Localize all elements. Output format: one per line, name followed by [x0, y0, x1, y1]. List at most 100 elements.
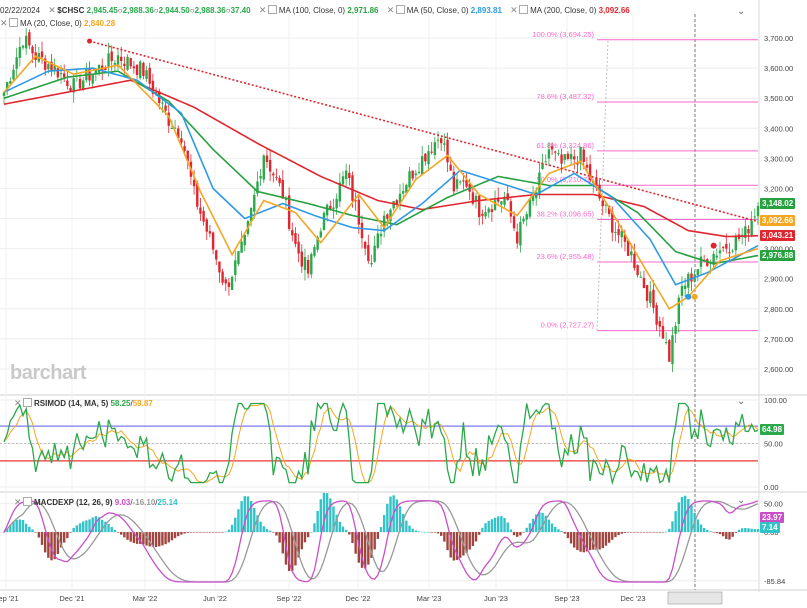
macd-hist-bar	[623, 532, 627, 533]
macd-hist-bar	[601, 532, 604, 549]
x-tick-label: Jun '23	[484, 594, 508, 603]
candle-body	[585, 164, 589, 168]
macd-hist-bar	[528, 523, 532, 533]
candle-body	[164, 105, 167, 111]
macd-hist-bar	[699, 524, 703, 533]
legend-ma20[interactable]: ✕ MA (20, Close, 0) 2,840.28	[0, 18, 116, 28]
macd-hist-bar	[199, 532, 202, 533]
settings-icon[interactable]	[267, 5, 277, 14]
macd-hist-bar	[382, 514, 386, 533]
macd-hist-bar	[465, 532, 468, 553]
macd-hist-bar	[351, 532, 354, 544]
macd-hist-bar	[424, 531, 427, 533]
settings-icon[interactable]	[9, 18, 18, 27]
candle-body	[344, 170, 348, 180]
macd-chevron-icon[interactable]: ⌄	[737, 495, 746, 506]
close-icon[interactable]: ✕	[14, 497, 22, 507]
legend-symbol[interactable]: ✕$CHSC 2,945.45○2,988.36○2,944.50○2,988.…	[48, 5, 251, 15]
legend-ma100[interactable]: ✕ MA (100, Close, 0) 2,971.86	[258, 5, 379, 15]
candle-body	[243, 234, 246, 246]
close-icon[interactable]: ✕	[510, 5, 518, 15]
legend-ma200[interactable]: ✕ MA (200, Close, 0) 3,092.66	[510, 5, 630, 15]
candle-body	[401, 191, 405, 194]
candle-body	[170, 128, 174, 130]
macd-hist-bar	[243, 496, 246, 533]
candle-body	[50, 61, 53, 71]
candle-body	[626, 240, 630, 256]
settings-icon[interactable]	[23, 398, 32, 407]
macd-hist-bar	[34, 532, 37, 533]
candle-body	[173, 127, 177, 129]
candle-body	[649, 291, 652, 304]
candle-body	[256, 181, 259, 194]
macd-hist-bar	[259, 521, 262, 533]
price-tag: 3,148.02	[760, 198, 796, 210]
candle-body	[655, 305, 658, 325]
close-icon[interactable]: ✕	[14, 398, 22, 408]
legend-symbol-name: $CHSC	[57, 6, 85, 15]
candle-body	[528, 199, 532, 217]
macd-hist-bar	[607, 532, 611, 543]
x-tick-label: Sep '21	[0, 594, 19, 603]
candle-body	[547, 149, 551, 159]
macd-hist-bar	[196, 532, 199, 533]
candle-body	[721, 246, 725, 248]
macd-hist-bar	[15, 519, 18, 533]
macd-hist-bar	[436, 532, 440, 534]
macd-hist-bar	[649, 532, 652, 533]
candle-body	[424, 153, 427, 162]
macd-hist-bar	[297, 532, 300, 558]
macd-hist-bar	[474, 532, 478, 542]
close-icon[interactable]: ✕	[0, 18, 8, 28]
macd-hist-bar	[24, 523, 28, 533]
ma200-line	[3, 79, 759, 238]
rsi-last-tag: 64.98	[760, 424, 785, 436]
macd-hist-bar	[420, 531, 424, 533]
candle-body	[430, 151, 433, 153]
macd-hist-bar	[275, 532, 278, 536]
legend-ma50[interactable]: ✕ MA (50, Close, 0) 2,893.81	[386, 5, 502, 15]
candle-body	[645, 285, 649, 301]
macd-hist-bar	[550, 523, 554, 533]
candle-body	[715, 255, 719, 258]
macd-hist-bar	[170, 532, 174, 541]
candle-body	[284, 199, 288, 201]
macd-hist-bar	[5, 528, 9, 533]
macd-hist-bar	[316, 510, 319, 533]
candle-body	[544, 161, 547, 163]
candle-body	[259, 176, 262, 179]
settings-icon[interactable]	[23, 497, 32, 506]
macd-hist-bar	[671, 521, 674, 533]
rsi-ma-line	[3, 402, 759, 484]
x-tick-label: Dec '21	[59, 594, 84, 603]
candle-body	[224, 279, 227, 284]
candle-body	[690, 273, 693, 282]
macd-hist-bar	[120, 532, 123, 535]
macd-hist-bar	[167, 532, 170, 543]
macd-hist-bar	[721, 532, 725, 537]
candle-body	[151, 80, 155, 94]
candle-body	[363, 241, 367, 249]
macd-hist-bar	[186, 532, 189, 533]
collapse-chevron-icon[interactable]: ⌄	[737, 6, 746, 17]
candle-body	[287, 195, 291, 229]
candle-body	[132, 66, 136, 69]
rsi-chevron-icon[interactable]: ⌄	[737, 396, 746, 407]
candle-body	[706, 259, 709, 267]
candle-body	[177, 128, 180, 138]
settings-icon[interactable]	[395, 5, 405, 14]
candle-body	[253, 194, 256, 212]
macd-hist-bar	[604, 532, 608, 546]
settings-icon[interactable]	[519, 5, 529, 14]
candle-body	[382, 215, 386, 232]
close-icon[interactable]: ✕	[386, 5, 395, 15]
close-icon[interactable]: ✕	[48, 5, 56, 15]
macd-hist-bar	[731, 532, 734, 537]
close-icon[interactable]: ✕	[258, 5, 267, 15]
macd-hist-bar	[310, 532, 313, 533]
candle-body	[601, 200, 604, 207]
candle-body	[503, 196, 506, 205]
candle-body	[78, 78, 82, 89]
macd-hist-bar	[82, 521, 85, 533]
candle-body	[734, 236, 738, 251]
